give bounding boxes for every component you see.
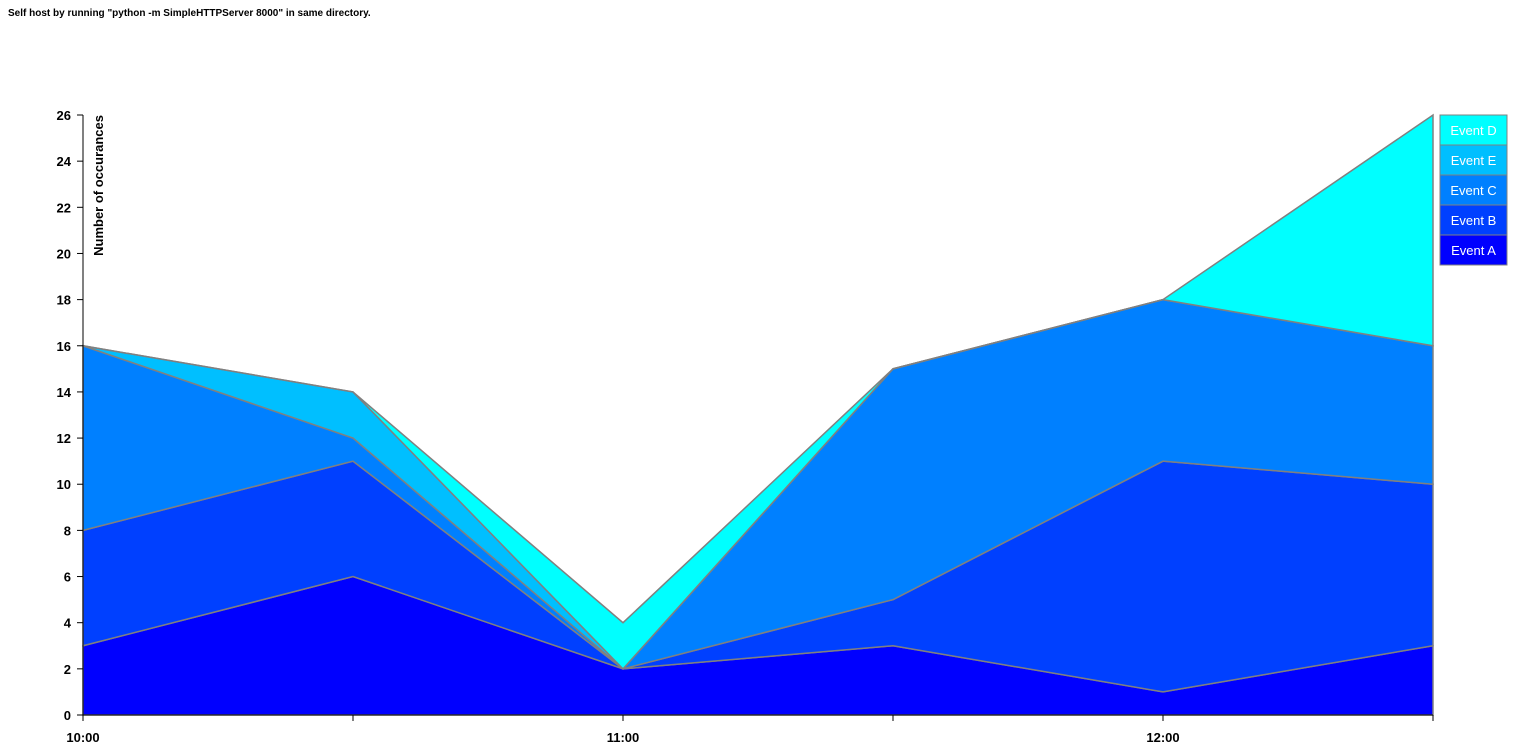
y-tick-label: 20 — [57, 246, 71, 261]
legend-label-event-a: Event A — [1451, 243, 1496, 258]
y-tick-label: 14 — [57, 385, 72, 400]
legend-label-event-e: Event E — [1451, 153, 1497, 168]
area-layers — [82, 113, 1434, 716]
y-tick-label: 12 — [57, 431, 71, 446]
x-tick-label: 12:00 — [1146, 730, 1179, 745]
y-tick-label: 16 — [57, 339, 71, 354]
y-tick-label: 24 — [57, 154, 72, 169]
y-tick-label: 2 — [64, 662, 71, 677]
header-note: Self host by running "python -m SimpleHT… — [8, 8, 371, 19]
legend-label-event-b: Event B — [1451, 213, 1497, 228]
y-tick-label: 10 — [57, 477, 71, 492]
y-tick-label: 0 — [64, 708, 71, 723]
legend: Event D Event E Event C Event B Event A — [1439, 114, 1508, 266]
y-tick-label: 18 — [57, 293, 71, 308]
x-axis: 10:00 11:00 12:00 — [66, 714, 1434, 745]
legend-swatch-event-a — [1439, 234, 1508, 266]
y-tick-label: 4 — [64, 616, 72, 631]
y-axis-title: Number of occurances — [91, 115, 106, 256]
legend-swatch-event-c — [1439, 174, 1508, 206]
legend-label-event-c: Event C — [1450, 183, 1496, 198]
legend-swatch-event-b — [1439, 204, 1508, 236]
x-tick-label: 11:00 — [607, 730, 640, 745]
y-tick-label: 22 — [57, 200, 71, 215]
legend-label-event-d: Event D — [1450, 123, 1496, 138]
x-tick-label: 10:00 — [66, 730, 99, 745]
y-tick-label: 26 — [57, 108, 71, 123]
y-tick-label: 8 — [64, 523, 71, 538]
area-event-d — [82, 113, 1434, 670]
y-tick-label: 6 — [64, 570, 71, 585]
